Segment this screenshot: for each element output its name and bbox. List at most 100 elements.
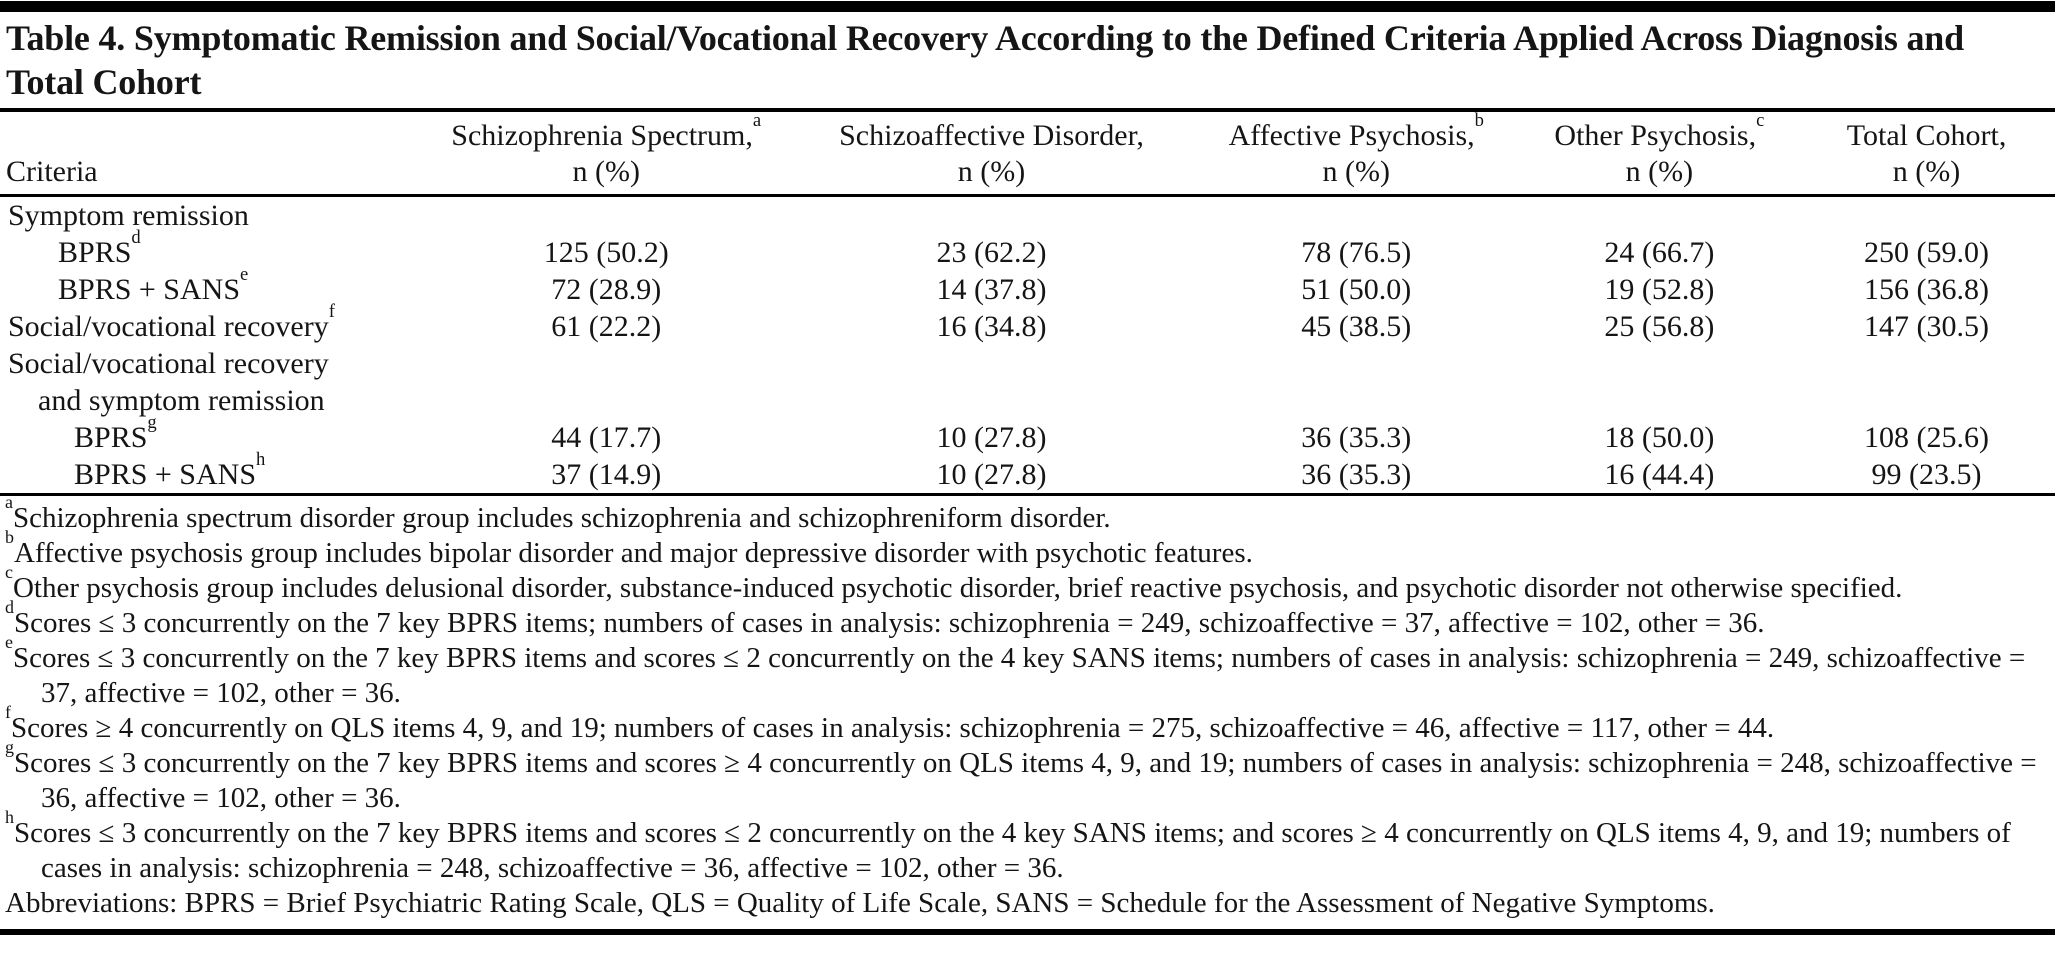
cell-value	[421, 196, 791, 235]
footnote-marker: e	[5, 632, 13, 653]
cell-value: 36 (35.3)	[1301, 458, 1412, 491]
row-label: Social/vocational recovery	[8, 347, 329, 380]
footnote-marker: f	[5, 702, 11, 723]
column-header-criteria: Criteria	[6, 155, 98, 188]
column-header-4: Other Psychosis,c n (%)	[1521, 109, 1798, 196]
row-label: Symptom remission	[8, 199, 249, 232]
column-unit-label: n (%)	[1625, 155, 1694, 188]
column-header-5: Total Cohort, n (%)	[1798, 112, 2055, 196]
cell-value: 45 (38.5)	[1301, 310, 1412, 343]
footnote-b: bAffective psychosis group includes bipo…	[5, 527, 1253, 569]
footnote-marker: e	[240, 263, 249, 285]
footnote-d: dScores ≤ 3 concurrently on the 7 key BP…	[5, 597, 1765, 639]
header-row: Criteria Schizophrenia Spectrum,a n (%) Sch…	[0, 109, 2055, 196]
cell-value: 16 (44.4)	[1604, 458, 1715, 491]
cell-value	[421, 382, 791, 419]
cell-value: 125 (50.2)	[543, 236, 669, 269]
footnote-marker: b	[5, 527, 14, 548]
table-row: BPRS + SANSh 37 (14.9) 10 (27.8) 36 (35.3) 1…	[0, 448, 2055, 495]
cell-value: 10 (27.8)	[936, 421, 1047, 454]
data-table: Criteria Schizophrenia Spectrum,a n (%) Sch…	[0, 109, 2055, 496]
cell-value: 61 (22.2)	[551, 310, 662, 343]
column-unit-label: n (%)	[572, 155, 640, 188]
cell-value: 250 (59.0)	[1864, 236, 1990, 269]
footnote-marker: h	[5, 807, 14, 828]
footnote-marker: g	[5, 737, 14, 758]
footnote-marker: d	[131, 226, 141, 248]
cell-value	[1798, 196, 2055, 235]
cell-value: 24 (66.7)	[1604, 236, 1715, 269]
cell-value: 78 (76.5)	[1301, 236, 1412, 269]
cell-value: 23 (62.2)	[936, 236, 1047, 269]
cell-value: 10 (27.8)	[936, 458, 1047, 491]
row-label: and symptom remission	[38, 384, 325, 417]
bottom-rule-bar	[0, 929, 2055, 935]
cell-value	[1798, 382, 2055, 419]
table-row: BPRS + SANSe 72 (28.9) 14 (37.8) 51 (50.0) 1…	[0, 263, 2055, 308]
cell-value: 18 (50.0)	[1604, 421, 1715, 454]
cell-value: 51 (50.0)	[1301, 273, 1412, 306]
cell-value	[1798, 345, 2055, 382]
cell-value	[1521, 382, 1798, 419]
table-row: BPRSd 125 (50.2) 23 (62.2) 78 (76.5) 24 (66.…	[0, 226, 2055, 271]
footnote-marker: a	[5, 492, 13, 513]
footnote-a: aSchizophrenia spectrum disorder group i…	[5, 492, 1111, 534]
column-header-1: Schizophrenia Spectrum,a n (%)	[421, 109, 791, 196]
footnote-marker: g	[147, 411, 157, 433]
table-title: Table 4. Symptomatic Remission and Socia…	[0, 12, 2055, 112]
row-label: BPRSg	[74, 411, 157, 454]
column-label: Other Psychosis,c	[1554, 109, 1765, 152]
cell-value: 44 (17.7)	[551, 421, 662, 454]
footnote-h: hScores ≤ 3 concurrently on the 7 key BP…	[5, 807, 2011, 884]
footnote-marker: f	[328, 300, 335, 322]
table-row: Symptom remission	[0, 196, 2055, 235]
cell-value	[421, 345, 791, 382]
footnote-g: gScores ≤ 3 concurrently on the 7 key BP…	[5, 737, 2037, 814]
footnote-c: cOther psychosis group includes delusion…	[5, 562, 1903, 604]
cell-value: 19 (52.8)	[1604, 273, 1715, 306]
row-label: BPRSd	[58, 226, 141, 269]
column-label: Total Cohort,	[1846, 119, 2007, 152]
row-label: BPRS + SANSh	[74, 448, 266, 491]
table-row: Social/vocational recoveryf 61 (22.2) 16 (…	[0, 300, 2055, 345]
cell-value: 108 (25.6)	[1864, 421, 1990, 454]
cell-value	[1192, 382, 1521, 419]
cell-value	[1521, 196, 1798, 235]
footnote-e: eScores ≤ 3 concurrently on the 7 key BP…	[5, 632, 2026, 709]
footnote-marker: h	[256, 448, 266, 470]
cell-value: 14 (37.8)	[936, 273, 1047, 306]
row-label: Social/vocational recoveryf	[8, 300, 335, 343]
column-unit-label: n (%)	[1892, 155, 1961, 188]
column-unit-label: n (%)	[1322, 155, 1391, 188]
cell-value	[791, 382, 1192, 419]
cell-value: 147 (30.5)	[1864, 310, 1990, 343]
column-label: Schizophrenia Spectrum,a	[451, 109, 762, 152]
footnote-f: fScores ≥ 4 concurrently on QLS items 4,…	[5, 702, 1775, 744]
footnote-marker: a	[752, 109, 762, 131]
cell-value	[791, 345, 1192, 382]
cell-value: 36 (35.3)	[1301, 421, 1412, 454]
cell-value: 72 (28.9)	[551, 273, 662, 306]
table-row: BPRSg 44 (17.7) 10 (27.8) 36 (35.3) 18 (50.0…	[0, 411, 2055, 456]
top-rule-bar	[0, 1, 2055, 12]
cell-value: 25 (56.8)	[1604, 310, 1715, 343]
table-header: Criteria Schizophrenia Spectrum,a n (%) Sch…	[0, 109, 2055, 196]
footnotes-block: aSchizophrenia spectrum disorder group i…	[0, 492, 2055, 927]
table-row: Social/vocational recovery	[0, 345, 2055, 382]
footnote-marker: d	[5, 597, 14, 618]
cell-value	[1521, 345, 1798, 382]
cell-value: 156 (36.8)	[1864, 273, 1990, 306]
table-row: and symptom remission	[0, 382, 2055, 419]
abbreviations-note: Abbreviations: BPRS = Brief Psychiatric …	[5, 887, 1715, 919]
row-label: BPRS + SANSe	[58, 263, 249, 306]
cell-value	[1192, 345, 1521, 382]
footnote-marker: c	[1756, 109, 1765, 131]
table-body: Symptom remission BPRSd 125 (50.2) 23 (62.2…	[0, 196, 2055, 495]
column-header-3: Affective Psychosis,b n (%)	[1192, 109, 1521, 196]
column-unit-label: n (%)	[957, 155, 1026, 188]
column-label: Affective Psychosis,b	[1228, 109, 1484, 152]
cell-value	[791, 196, 1192, 235]
column-label: Schizoaffective Disorder,	[839, 119, 1144, 152]
cell-value: 99 (23.5)	[1871, 458, 1982, 491]
